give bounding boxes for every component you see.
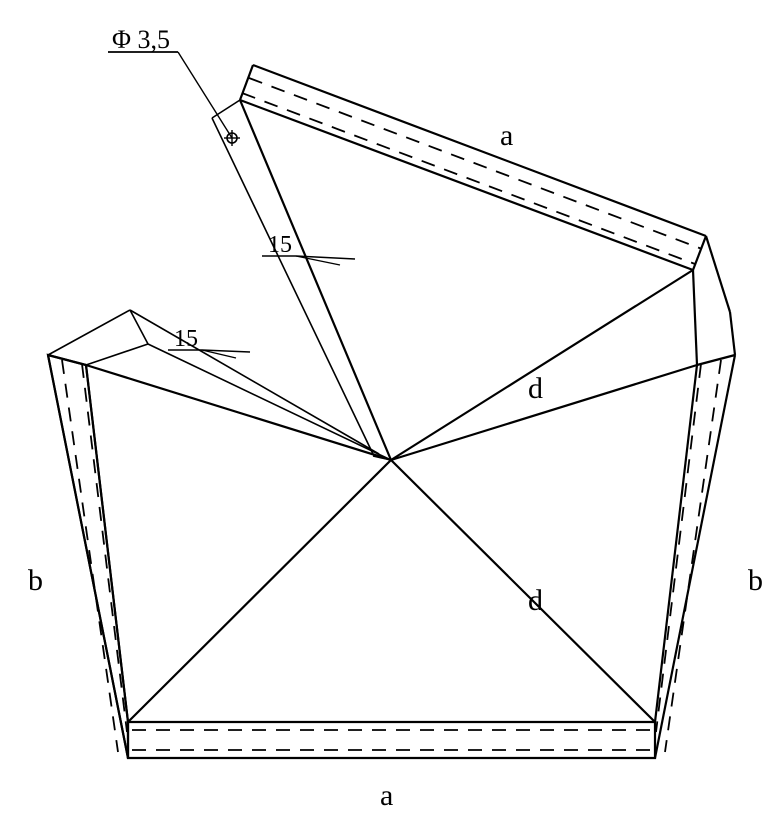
label-b_l: b bbox=[28, 564, 43, 597]
label-a_top: a bbox=[500, 119, 513, 152]
label-a_bot: a bbox=[380, 779, 393, 812]
label-d_ur: d bbox=[528, 372, 543, 405]
label-d_lr: d bbox=[528, 584, 543, 617]
label-d15b: 15 bbox=[174, 326, 198, 352]
label-d15a: 15 bbox=[268, 232, 292, 258]
label-b_r: b bbox=[748, 564, 763, 597]
label-phi: Φ 3,5 bbox=[112, 25, 170, 54]
